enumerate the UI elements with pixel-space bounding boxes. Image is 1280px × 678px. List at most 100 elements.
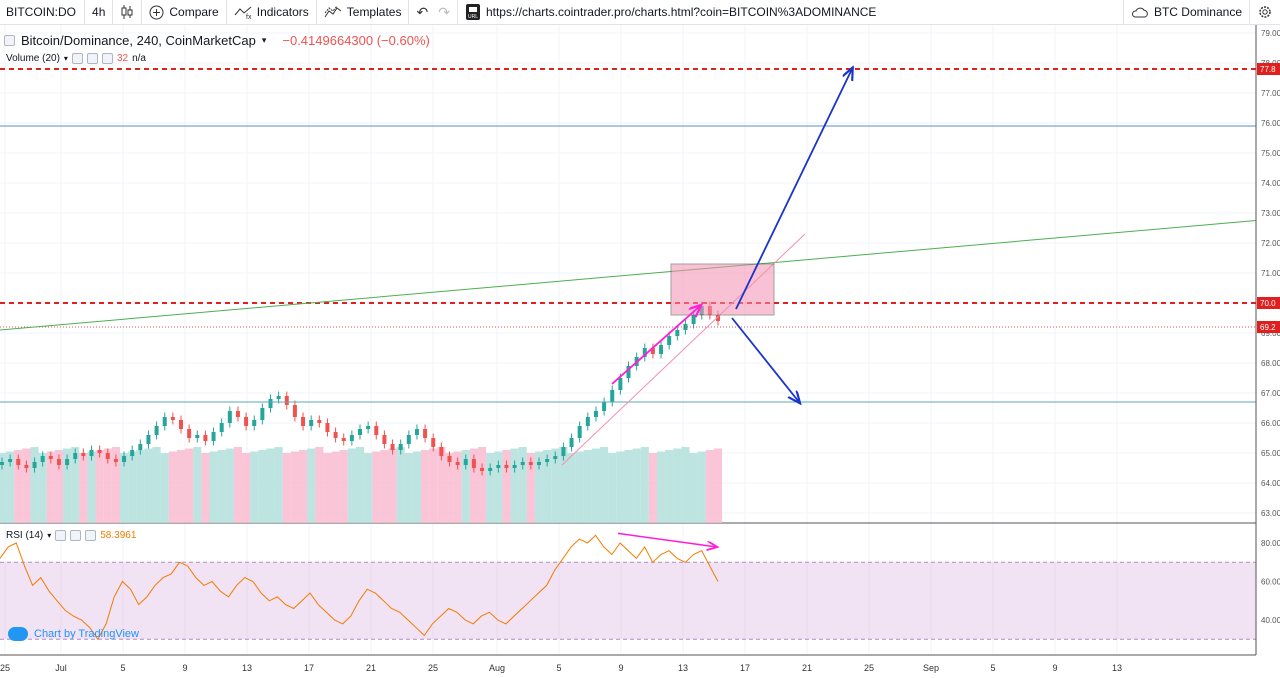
volume-bar [103, 448, 112, 523]
price-tick-label: 69.00 [1261, 329, 1280, 338]
price-axis-bg [1256, 25, 1280, 678]
main-legend: Bitcoin/Dominance, 240, CoinMarketCap ▾ … [4, 33, 430, 48]
candle-body [553, 456, 558, 459]
candle-body [170, 417, 175, 420]
chevron-down-icon[interactable]: ▾ [261, 35, 267, 45]
settings-small-icon[interactable] [86, 53, 98, 64]
volume-bar [404, 453, 413, 523]
close-icon[interactable] [85, 530, 97, 541]
snapshot-url[interactable]: URL https://charts.cointrader.pro/charts… [458, 0, 883, 25]
collapse-toggle[interactable] [4, 35, 15, 46]
redo-icon[interactable]: ↷ [438, 3, 450, 20]
volume-bar [681, 447, 690, 523]
gear-icon [1259, 6, 1271, 18]
trend-line [0, 220, 1257, 331]
volume-bar [79, 453, 88, 523]
candle-body [406, 435, 411, 444]
candle-body [349, 435, 354, 441]
volume-bar [705, 450, 714, 523]
target-level-label-bg [1257, 63, 1280, 75]
time-tick-label: Aug [489, 663, 505, 673]
time-tick-label: 9 [1052, 663, 1057, 673]
candle-body [130, 450, 135, 456]
symbol-search[interactable]: BITCOIN:DO [0, 0, 86, 25]
indicators-button[interactable]: fx Indicators [227, 0, 317, 25]
interval-button[interactable]: 4h [85, 0, 114, 25]
candle-body [162, 417, 167, 426]
candle-body [602, 402, 607, 411]
candle-body [374, 426, 379, 435]
watermark-text: Chart by TradingView [34, 628, 139, 640]
series-title[interactable]: Bitcoin/Dominance, 240, CoinMarketCap [21, 33, 256, 48]
candle-body [659, 345, 664, 354]
price-tick-label: 79.00 [1261, 29, 1280, 38]
candle-body [284, 396, 289, 405]
candle-body [480, 468, 485, 471]
volume-bar [0, 453, 7, 523]
candle-body [292, 405, 297, 417]
undo-icon[interactable]: ↶ [416, 3, 429, 20]
indicators-icon: fx [234, 6, 252, 19]
volume-bar [477, 447, 487, 523]
volume-bar [347, 448, 356, 523]
volume-value: 32 [116, 53, 129, 64]
templates-button[interactable]: Templates [317, 0, 410, 25]
target-level-label: 77.8 [1260, 65, 1276, 74]
candle-body [642, 348, 647, 357]
tradingview-watermark[interactable]: Chart by TradingView [8, 627, 139, 641]
settings-button[interactable] [1250, 0, 1280, 25]
price-tick-label: 68.00 [1261, 359, 1280, 368]
volume-bar [575, 451, 584, 523]
candle-body [496, 465, 501, 468]
volume-bar [355, 447, 365, 523]
candle-body [358, 429, 362, 435]
chart-area[interactable]: 63.0064.0065.0066.0067.0068.0069.0070.00… [0, 25, 1280, 678]
price-tick-label: 76.00 [1261, 119, 1280, 128]
time-tick-label: 13 [1112, 663, 1122, 673]
interval-label: 4h [92, 5, 106, 19]
candle-body [40, 456, 45, 462]
time-axis[interactable]: 25 Jul 5 9 13 17 21 25 Aug 5 9 13 17 21 25 Sep 5 9 13 [0, 654, 1256, 673]
candle-body [317, 420, 322, 423]
candle-body [56, 459, 61, 465]
volume-bar [298, 450, 308, 523]
candle-body [504, 465, 509, 468]
rsi-band [0, 562, 1256, 640]
eye-icon[interactable] [71, 53, 83, 64]
volume-bar [429, 448, 438, 523]
volume-bar [551, 448, 560, 523]
close-icon[interactable] [101, 53, 113, 64]
chevron-down-icon[interactable]: ▾ [63, 54, 68, 63]
candle-body [333, 432, 338, 438]
volume-bar [412, 451, 422, 523]
candle-body [585, 417, 590, 426]
candle-body [81, 453, 86, 456]
candle-body [398, 444, 403, 450]
rsi-label[interactable]: RSI (14) [6, 530, 44, 541]
volume-bar [290, 451, 299, 523]
volume-bar [656, 451, 666, 523]
time-tick-label: 21 [366, 663, 376, 673]
settings-small-icon[interactable] [70, 530, 82, 541]
chart-type-button[interactable] [113, 0, 143, 25]
eye-icon[interactable] [55, 530, 67, 541]
layout-button[interactable]: BTC Dominance [1122, 0, 1250, 25]
compare-button[interactable]: Compare [142, 0, 227, 25]
price-axis[interactable]: 63.0064.0065.0066.0067.0068.0069.0070.00… [1255, 25, 1280, 678]
candles-icon [121, 5, 133, 19]
volume-bar [510, 448, 519, 523]
candle-body [105, 453, 110, 459]
volume-bar [518, 447, 527, 523]
drawings[interactable] [0, 69, 1257, 547]
chevron-down-icon[interactable]: ▾ [47, 531, 52, 540]
time-tick-label: 25 [428, 663, 438, 673]
candle-body [561, 447, 566, 456]
candle-body [716, 315, 720, 321]
candle-body [122, 456, 127, 462]
candle-body [488, 468, 493, 471]
volume-bar [713, 448, 723, 523]
volume-bar [632, 448, 641, 523]
volume-label[interactable]: Volume (20) [6, 53, 60, 64]
compare-label: Compare [169, 5, 219, 19]
candle-body [545, 459, 550, 462]
